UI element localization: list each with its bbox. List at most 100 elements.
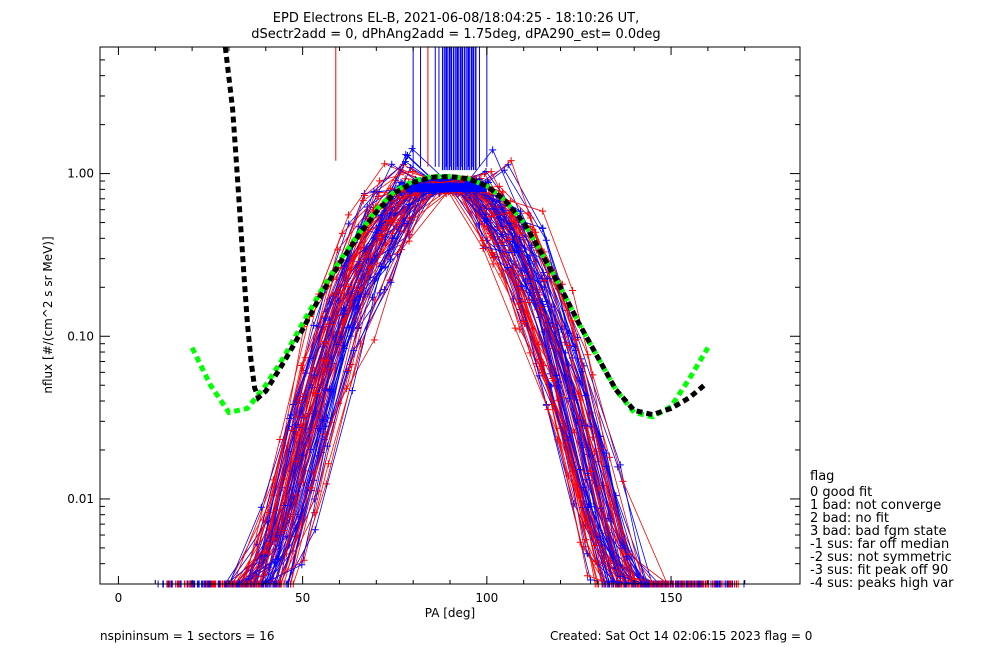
spectrum-point [539,224,547,232]
spectrum-point [565,394,573,402]
legend-item: 3 bad: bad fgm state [810,524,947,539]
spectrum-point [348,387,356,395]
spectrum-point [618,541,626,549]
spectrum-point [526,275,534,283]
spectrum-point [345,211,353,219]
spectrum-point [311,526,319,534]
spectrum-point [571,342,579,350]
spectrum-point [402,151,410,159]
spectrum-line [220,163,728,585]
spectrum-point [334,297,342,305]
spectrum-point [565,342,573,350]
spectrum-point [573,416,581,424]
spectrum-point [589,433,597,441]
spectrum-point [310,371,318,379]
spectrum-point [360,191,368,199]
spectrum-point [377,211,385,219]
spectrum-point [376,177,384,185]
spectrum-point [582,392,590,400]
spectrum-point [347,266,355,274]
spectrum-point [344,283,352,291]
spectrum-point [487,218,495,226]
spectrum-line [211,190,731,585]
spectrum-point [481,215,489,223]
chart-title: EPD Electrons EL-B, 2021-06-08/18:04:25 … [273,11,639,26]
spectrum-point [487,168,495,176]
black-fit-curve [222,46,706,418]
y-axis: 0.01 0.10 1.00 [67,59,800,565]
spectrum-line [168,186,728,585]
spectrum-point [351,296,359,304]
legend-item: 0 good fit [810,485,872,500]
spectrum-point [310,321,318,329]
spectrum-point [300,556,308,564]
spectrum-point [549,400,557,408]
spectrum-line [171,178,731,585]
spectrum-point [520,244,528,252]
spectrum-point [357,286,365,294]
legend-item: -2 sus: not symmetric [810,550,952,565]
chart-subtitle: dSectr2add = 0, dPhAng2add = 1.75deg, dP… [251,27,660,42]
spectrum-point [287,411,295,419]
legend-item: -3 sus: fit peak off 90 [810,563,948,578]
x-tick-label: 50 [295,591,310,605]
legend-title: flag [810,469,834,484]
footer-right: Created: Sat Oct 14 02:06:15 2023 flag =… [550,629,812,643]
spectrum-point [539,207,547,215]
spectrum-point [498,231,506,239]
spectrum-point [376,289,384,297]
spectrum-point [312,389,320,397]
spectrum-point [511,324,519,332]
spectrum-point [514,300,522,308]
spectrum-point [504,236,512,244]
data-bundle [154,47,748,588]
spectrum-point [591,542,599,550]
legend-item: 2 bad: no fit [810,511,889,526]
spectrum-point [322,430,330,438]
spectrum-point [511,246,519,254]
spectrum-point [594,484,602,492]
spectrum-point [340,310,348,318]
spectrum-point [587,467,595,475]
x-tick-label: 0 [115,591,123,605]
spectrum-point [492,239,500,247]
spectrum-point [589,371,597,379]
spectrum-point [345,324,353,332]
spectrum-point [289,426,297,434]
legend-item: -4 sus: peaks high var [810,576,954,591]
spectrum-line [230,181,723,585]
spectrum-point [340,262,348,270]
spectrum-point [324,460,332,468]
x-axis: 0 50 100 150 [115,47,746,605]
spectrum-point [323,442,331,450]
spectrum-point [405,237,413,245]
spectrum-line [171,178,677,585]
spectrum-point [574,390,582,398]
spectrum-line [218,179,735,585]
spectrum-point [552,372,560,380]
spectrum-point [370,336,378,344]
x-tick-label: 100 [475,591,498,605]
spectrum-point [342,385,350,393]
x-axis-label: PA [deg] [425,606,475,620]
spectrum-point [273,555,281,563]
spectrum-point [541,277,549,285]
spectrum-point [584,572,592,580]
spectrum-point [568,317,576,325]
spectrum-point [395,219,403,227]
spectrum-point [554,436,562,444]
spectrum-line [207,179,682,585]
spectrum-point [350,347,358,355]
y-tick-label: 0.10 [67,329,94,343]
green-fit-curve [189,174,711,420]
spectrum-point [587,576,595,584]
spectrum-point [505,249,513,257]
spectrum-point [569,287,577,295]
spectrum-point [276,435,284,443]
spectrum-point [518,282,526,290]
spectrum-point [606,453,614,461]
y-tick-label: 1.00 [67,167,94,181]
spectrum-line [171,180,678,585]
fit-curves [189,46,711,420]
